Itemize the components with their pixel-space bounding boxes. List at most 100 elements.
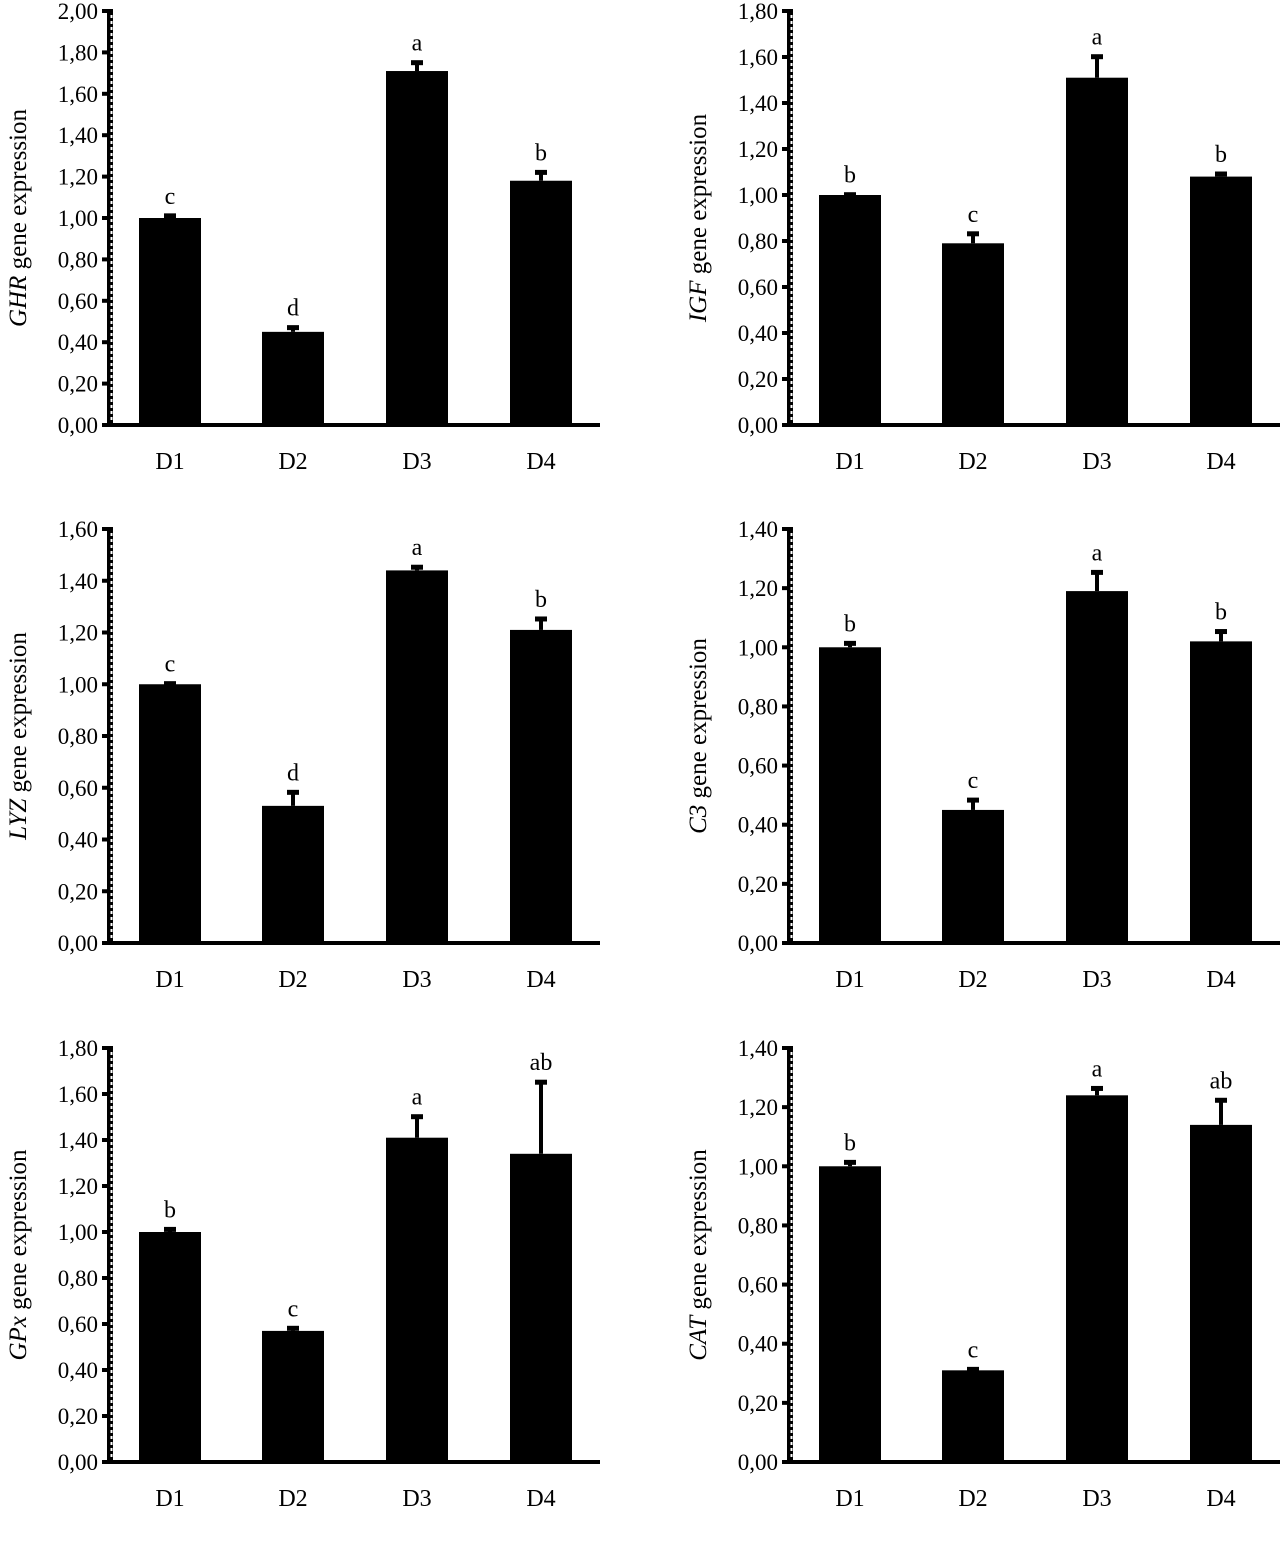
significance-letter: a [412,535,423,561]
x-tick-label: D1 [835,1486,864,1512]
significance-letter: c [968,768,979,794]
bar-d2 [262,805,324,943]
significance-letter: b [1215,142,1227,168]
y-tick-label: 1,40 [738,91,778,116]
significance-letter: a [412,31,423,57]
x-tick-label: D3 [402,967,431,993]
y-tick-label: 1,20 [738,1095,778,1120]
y-axis-label-text: gene expression [5,109,32,276]
x-tick-label: D3 [1082,1486,1111,1512]
bar-d2 [262,331,324,425]
y-tick-label: 0,00 [738,931,778,956]
y-axis-label: IGF gene expression [685,113,712,323]
y-axis-label: GHR gene expression [5,109,32,328]
y-tick-label: 2,00 [58,0,98,24]
y-tick-label: 1,00 [738,635,778,660]
x-tick-label: D1 [155,1486,184,1512]
bar-d4 [1190,641,1252,943]
y-tick-label: 0,60 [738,275,778,300]
y-axis-label-gene: GHR [5,276,32,327]
bar-d2 [942,809,1004,943]
significance-letter: b [844,611,856,637]
y-tick-label: 1,60 [738,45,778,70]
significance-letter: c [165,652,176,678]
y-tick-label: 0,20 [738,872,778,897]
bar-d1 [139,684,201,943]
x-tick-label: D1 [835,967,864,993]
significance-letter: c [288,1296,299,1322]
panel-gpx: b D1 c D2 a D3 ab D4 0,00 0,20 0,40 0,60 0,80 1,00 1,2… [0,1036,640,1557]
y-axis-label: CAT gene expression [685,1149,712,1361]
y-tick-label: 1,20 [738,137,778,162]
y-tick-label: 0,20 [738,367,778,392]
y-axis-label-gene: LYZ [5,798,32,841]
x-tick-label: D4 [1206,967,1235,993]
y-tick-label: 1,80 [738,0,778,24]
y-axis-label-text: gene expression [685,113,712,280]
significance-letter: c [165,184,176,210]
y-axis-label-text: gene expression [5,1149,32,1316]
y-tick-label: 0,80 [58,724,98,749]
panel-c3: b D1 c D2 a D3 b D4 0,00 0,20 0,40 0,60 0,80 1,00 1,20… [680,517,1280,1038]
bar-d3 [386,570,448,943]
y-tick-label: 0,00 [738,413,778,438]
x-tick-label: D1 [155,967,184,993]
y-tick-label: 1,60 [58,1082,98,1107]
y-tick-label: 1,40 [58,123,98,148]
bar-chart-gpx: b D1 c D2 a D3 ab D4 0,00 0,20 0,40 0,60 0,80 1,00 1,2… [5,1036,600,1512]
significance-letter: d [287,296,299,322]
significance-letter: ab [530,1050,553,1076]
bar-d4 [510,1153,572,1462]
bar-d2 [942,243,1004,425]
y-tick-label: 0,40 [738,1332,778,1357]
y-axis-label-text: gene expression [685,1149,712,1316]
bar-d3 [1066,77,1128,425]
y-tick-label: 0,00 [58,413,98,438]
x-tick-label: D2 [278,449,307,475]
y-axis-label: GPx gene expression [5,1149,32,1361]
bar-d1 [819,647,881,943]
y-tick-label: 0,40 [58,330,98,355]
x-tick-label: D2 [958,449,987,475]
y-tick-label: 1,00 [738,183,778,208]
bar-d1 [819,1166,881,1462]
y-tick-label: 1,40 [738,518,778,542]
bar-d3 [386,1137,448,1462]
y-tick-label: 1,60 [58,518,98,542]
y-tick-label: 1,40 [58,1128,98,1153]
y-tick-label: 0,00 [58,1450,98,1475]
y-tick-label: 1,60 [58,82,98,107]
bar-d2 [262,1330,324,1462]
bar-chart-lyz: c D1 d D2 a D3 b D4 0,00 0,20 0,40 0,60 0,80 1,00 1,20… [5,517,600,993]
significance-letter: a [1092,25,1103,51]
x-tick-label: D1 [155,449,184,475]
x-tick-label: D4 [1206,1486,1235,1512]
x-tick-label: D2 [278,1486,307,1512]
y-axis-label-gene: IGF [685,280,712,323]
y-tick-label: 1,40 [58,569,98,594]
significance-letter: a [1092,540,1103,566]
x-tick-label: D2 [958,1486,987,1512]
y-tick-label: 1,20 [58,1174,98,1199]
significance-letter: c [968,1337,979,1363]
panel-igf: b D1 c D2 a D3 b D4 0,00 0,20 0,40 0,60 0,80 1,00 1,20… [680,0,1280,520]
x-tick-label: D4 [1206,449,1235,475]
x-tick-label: D4 [526,1486,555,1512]
y-tick-label: 1,00 [738,1154,778,1179]
y-axis-label-text: gene expression [685,638,712,805]
y-tick-label: 1,40 [738,1037,778,1061]
significance-letter: b [535,140,547,166]
y-tick-label: 1,00 [58,206,98,231]
y-tick-label: 0,00 [738,1450,778,1475]
y-tick-label: 0,80 [738,1213,778,1238]
significance-letter: b [844,163,856,189]
y-tick-label: 0,40 [58,828,98,853]
y-tick-label: 0,80 [58,247,98,272]
y-tick-label: 0,40 [738,321,778,346]
y-tick-label: 0,80 [738,229,778,254]
bar-d1 [139,1232,201,1462]
significance-letter: b [844,1130,856,1156]
significance-letter: b [1215,600,1227,626]
bar-d4 [1190,1124,1252,1462]
significance-letter: a [1092,1056,1103,1082]
